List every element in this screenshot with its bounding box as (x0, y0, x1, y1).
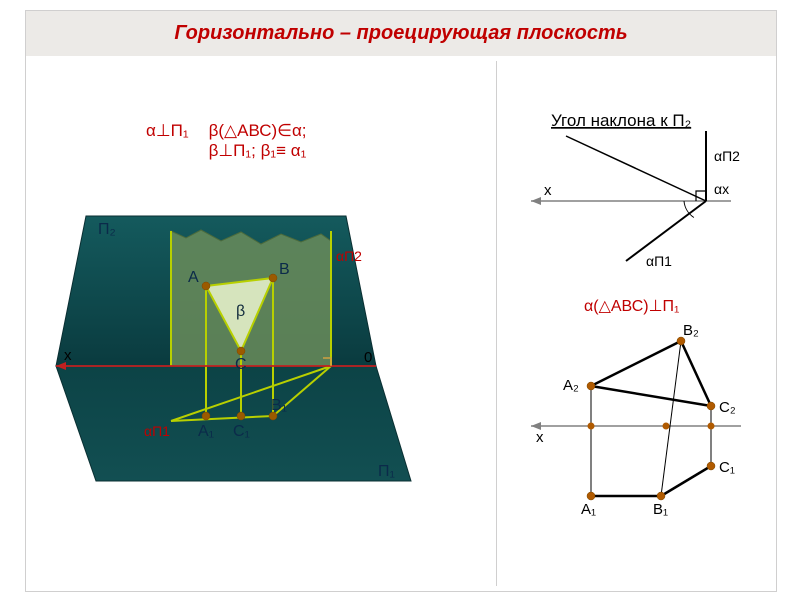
svg-text:С₁: С₁ (233, 423, 250, 440)
svg-text:α(△АВС)⊥П₁: α(△АВС)⊥П₁ (584, 298, 679, 315)
svg-text:0: 0 (364, 349, 372, 366)
svg-text:В₁: В₁ (653, 501, 668, 518)
svg-text:П₁: П₁ (378, 463, 395, 480)
svg-text:αП2: αП2 (336, 248, 362, 264)
left-panel: α⊥П₁ β(△АВС)∈α; β⊥П₁; β₁≡ α₁ βП₂П₁αП2αП1… (26, 66, 496, 586)
svg-text:П₂: П₂ (98, 221, 116, 238)
svg-text:А₁: А₁ (198, 423, 214, 440)
svg-text:Угол наклона к П₂: Угол наклона к П₂ (551, 111, 691, 130)
svg-text:x: x (536, 429, 544, 446)
svg-text:А: А (188, 269, 199, 286)
svg-text:С₁: С₁ (719, 459, 735, 476)
svg-text:В: В (279, 261, 290, 278)
svg-text:αП1: αП1 (144, 423, 170, 439)
svg-text:В₁: В₁ (271, 397, 287, 414)
vertical-separator (496, 61, 497, 586)
svg-text:А₂: А₂ (563, 377, 579, 394)
svg-text:αП1: αП1 (646, 253, 672, 269)
svg-text:С₂: С₂ (719, 399, 736, 416)
svg-text:αx: αx (714, 181, 729, 197)
svg-text:αП2: αП2 (714, 148, 740, 164)
svg-text:С: С (235, 356, 247, 373)
right-panel: Угол наклона к П₂ αП2 αx αП1 x α(△АВС)⊥П₁ x А₂ В… (506, 66, 774, 586)
svg-text:x: x (544, 182, 552, 199)
left-diagram: β П₂ П₁ αП2 αП1 А В С А₁ С₁ В₁ x 0 (26, 66, 496, 586)
svg-text:x: x (64, 347, 72, 364)
svg-text:В₂: В₂ (683, 322, 699, 339)
right-diagram: Угол наклона к П₂ αП2 αx αП1 x α(△АВС)⊥П₁ x А₂ В… (506, 66, 774, 576)
page-title: Горизонтально – проецирующая плоскость (174, 22, 627, 45)
svg-text:А₁: А₁ (581, 501, 596, 518)
svg-text:β: β (236, 303, 245, 320)
